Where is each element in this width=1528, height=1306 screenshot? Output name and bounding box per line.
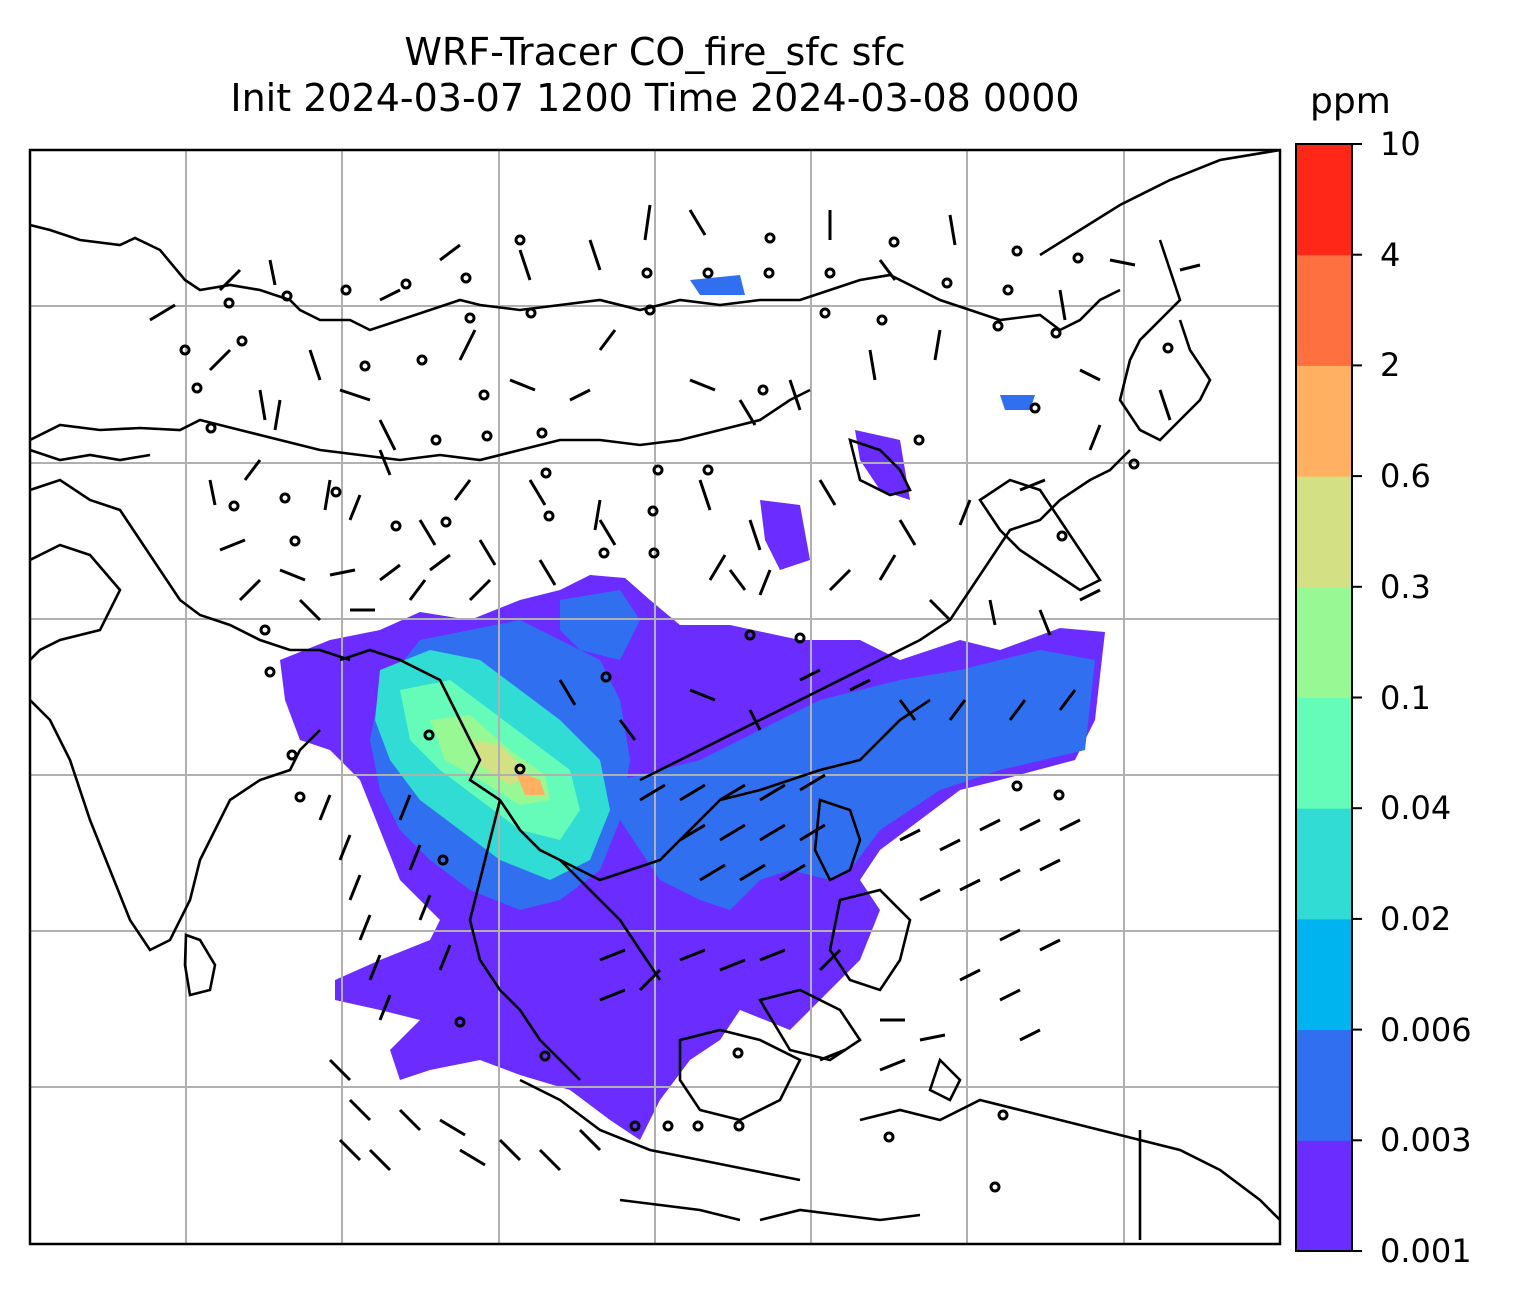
colorbar-tick-label: 4 [1380, 235, 1401, 274]
colorbar-unit-label: ppm [1310, 81, 1391, 122]
colorbar-tick-label: 0.6 [1380, 457, 1431, 496]
colorbar-segment [1296, 144, 1352, 256]
colorbar-segment [1296, 808, 1352, 920]
calm-wind-circles [179, 232, 1174, 1193]
co-fire-shading [280, 275, 1105, 1140]
wind-barbs [149, 204, 1201, 1172]
colorbar [1295, 143, 1362, 1252]
colorbar-tick-label: 0.1 [1380, 678, 1431, 717]
colorbar-segment [1296, 254, 1352, 366]
colorbar-segment [1296, 365, 1352, 477]
map-title-line2: Init 2024-03-07 1200 Time 2024-03-08 000… [230, 76, 1080, 120]
map-frame [28, 148, 1282, 1246]
colorbar-tick-label: 0.02 [1380, 899, 1452, 938]
colorbar-segment [1296, 476, 1352, 588]
colorbar-segment [1296, 1029, 1352, 1141]
colorbar-tick-label: 0.3 [1380, 567, 1431, 606]
colorbar-segment [1296, 918, 1352, 1031]
colorbar-tick-label: 2 [1380, 346, 1401, 385]
colorbar-segment [1296, 1140, 1352, 1252]
colorbar-tick-label: 0.003 [1380, 1121, 1472, 1160]
map-content [30, 150, 1280, 1244]
colorbar-tick-label: 10 [1380, 125, 1421, 163]
map-title-line1: WRF-Tracer CO_fire_sfc sfc [404, 30, 906, 74]
colorbar-tick-label: 0.04 [1380, 789, 1452, 828]
colorbar-tick-label: 0.001 [1380, 1232, 1472, 1270]
colorbar-segment [1296, 586, 1352, 698]
colorbar-tick-label: 0.006 [1380, 1010, 1472, 1049]
colorbar-segment [1296, 697, 1352, 809]
